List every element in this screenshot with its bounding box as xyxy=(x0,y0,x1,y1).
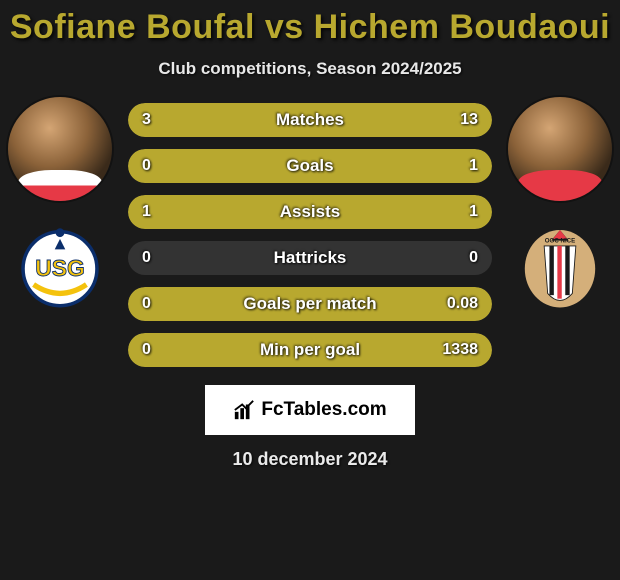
svg-text:OGC NICE: OGC NICE xyxy=(545,237,575,244)
stat-label: Min per goal xyxy=(260,340,360,360)
stat-right-value: 1338 xyxy=(442,341,478,359)
stat-row: 0 Min per goal 1338 xyxy=(128,333,492,367)
stat-right-value: 0.08 xyxy=(447,295,478,313)
stat-right-value: 1 xyxy=(469,203,478,221)
stat-left-value: 0 xyxy=(142,341,151,359)
left-column: USG xyxy=(8,97,112,311)
stat-left-value: 0 xyxy=(142,249,151,267)
player-left-avatar xyxy=(8,97,112,201)
stat-label: Goals xyxy=(286,156,333,176)
stat-row: 0 Goals 1 xyxy=(128,149,492,183)
stat-right-value: 1 xyxy=(469,157,478,175)
stat-label: Hattricks xyxy=(274,248,347,268)
stat-left-value: 0 xyxy=(142,157,151,175)
page-title: Sofiane Boufal vs Hichem Boudaoui xyxy=(10,8,610,47)
svg-text:USG: USG xyxy=(35,255,85,281)
stats-column: 3 Matches 13 0 Goals 1 1 Assists 1 0 Hattricks 0 0 Go… xyxy=(112,97,508,367)
stat-label: Assists xyxy=(280,202,340,222)
stat-row: 0 Hattricks 0 xyxy=(128,241,492,275)
stat-left-value: 3 xyxy=(142,111,151,129)
right-column: OGC NICE xyxy=(508,97,612,311)
stat-left-value: 0 xyxy=(142,295,151,313)
stat-row: 1 Assists 1 xyxy=(128,195,492,229)
stat-left-value: 1 xyxy=(142,203,151,221)
stat-row: 0 Goals per match 0.08 xyxy=(128,287,492,321)
stat-label: Matches xyxy=(276,110,344,130)
watermark-badge: FcTables.com xyxy=(205,385,415,435)
stat-label: Goals per match xyxy=(243,294,376,314)
page-subtitle: Club competitions, Season 2024/2025 xyxy=(158,59,461,79)
player-right-avatar xyxy=(508,97,612,201)
club-left-logo: USG xyxy=(16,223,104,311)
date-text: 10 december 2024 xyxy=(232,449,387,470)
club-right-logo: OGC NICE xyxy=(516,223,604,311)
watermark-text: FcTables.com xyxy=(261,399,386,421)
stat-right-value: 0 xyxy=(469,249,478,267)
stat-right-value: 13 xyxy=(460,111,478,129)
stat-row: 3 Matches 13 xyxy=(128,103,492,137)
infographic-container: Sofiane Boufal vs Hichem Boudaoui Club c… xyxy=(0,0,620,580)
chart-icon xyxy=(233,399,255,421)
main-area: USG 3 Matches 13 0 Goals 1 1 Assists 1 0 Hattricks… xyxy=(0,97,620,367)
